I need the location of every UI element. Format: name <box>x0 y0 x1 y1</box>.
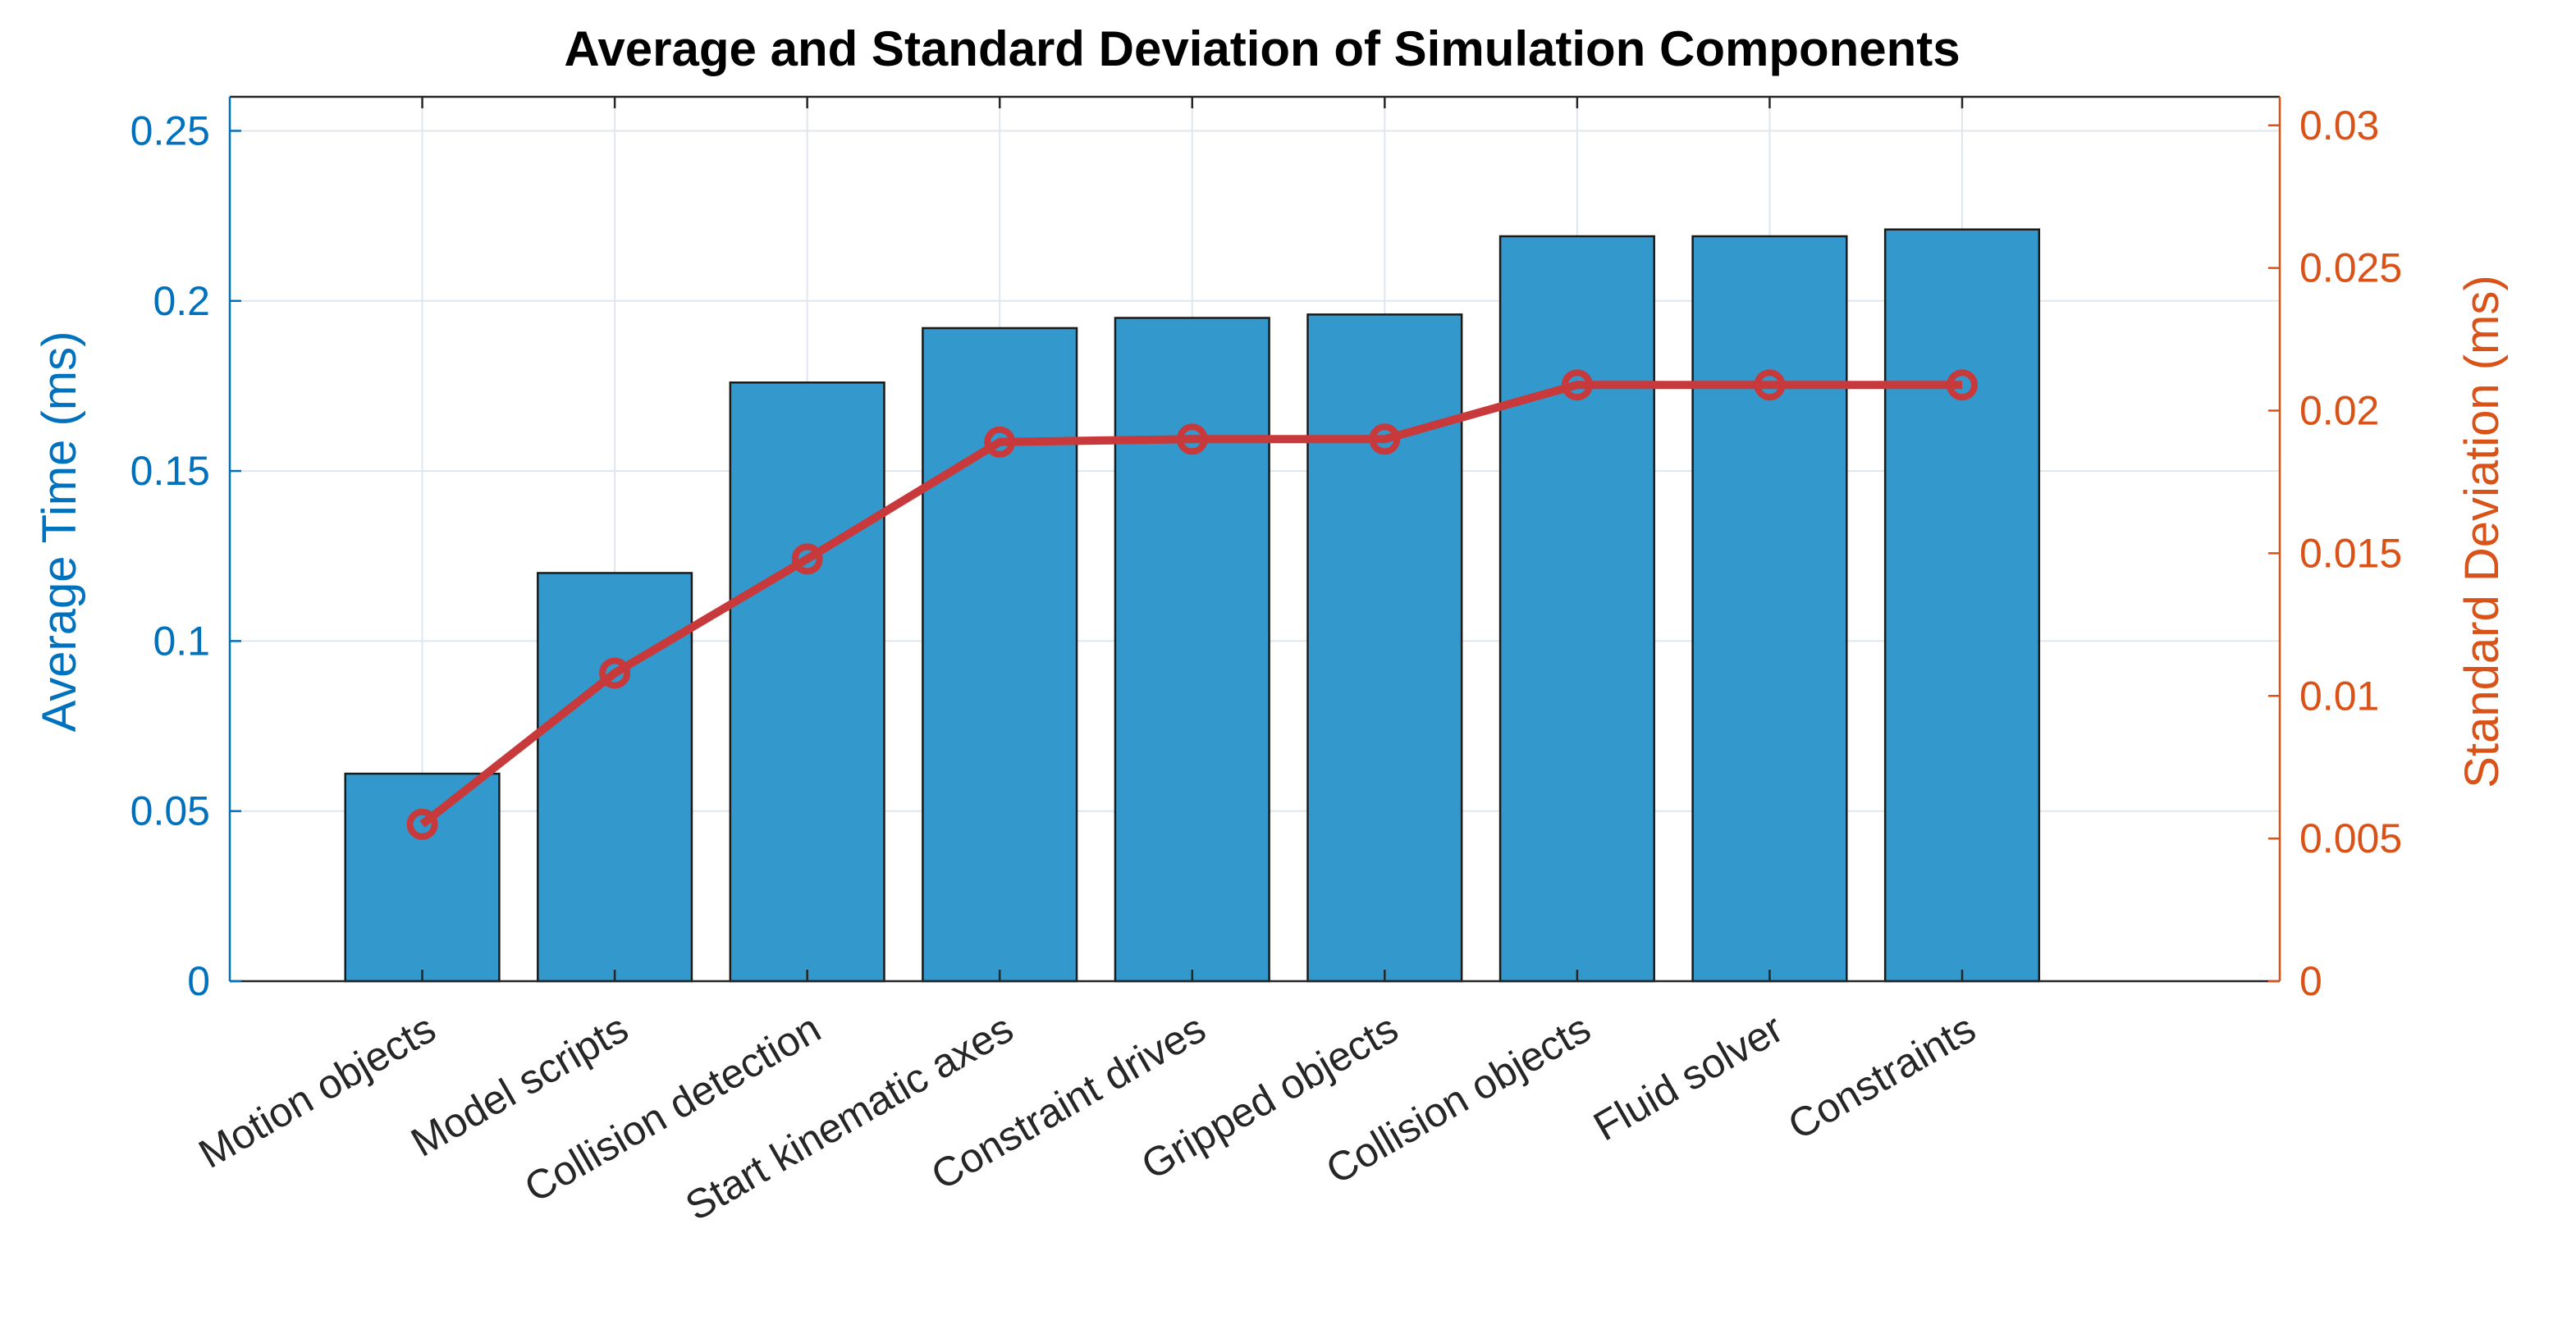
right-y-tick-label: 0.005 <box>2299 815 2402 861</box>
right-y-tick-labels: 0 0.005 0.01 0.015 0.02 0.025 0.03 <box>2299 103 2402 1004</box>
left-y-tick-label: 0.05 <box>130 788 210 834</box>
left-y-tick-label: 0.15 <box>130 448 210 494</box>
x-tick-label: Motion objects <box>191 1005 443 1177</box>
x-tick-label: Constraints <box>1780 1005 1983 1149</box>
chart-title: Average and Standard Deviation of Simula… <box>564 21 1960 76</box>
left-y-tick-label: 0.1 <box>153 618 210 664</box>
std-marker-collision-detection <box>791 543 823 575</box>
bars-layer <box>344 228 2041 983</box>
std-marker-model-scripts <box>599 657 631 689</box>
bar-constraints <box>1883 228 2041 983</box>
left-y-tick-label: 0.25 <box>130 107 210 153</box>
std-marker-collision-objects <box>1561 369 1593 401</box>
left-y-tick-label: 0 <box>187 958 210 1004</box>
x-tick-label: Start kinematic axes <box>678 1005 1021 1230</box>
left-y-tick-labels: 0 0.05 0.1 0.15 0.2 0.25 <box>130 107 210 1004</box>
left-y-axis-label: Average Time (ms) <box>33 331 86 733</box>
std-marker-constraints <box>1946 369 1978 401</box>
right-y-tick-label: 0.02 <box>2299 388 2379 434</box>
bar-fluid-solver <box>1691 235 1848 983</box>
std-marker-motion-objects <box>406 808 438 840</box>
right-y-tick-label: 0 <box>2299 958 2322 1004</box>
std-line-layer <box>406 369 1978 840</box>
bar-collision-objects <box>1498 235 1655 983</box>
right-y-axis-label: Standard Deviation (ms) <box>2455 275 2509 788</box>
std-marker-constraint-drives <box>1176 423 1208 455</box>
bar-constraint-drives <box>1114 317 1270 983</box>
bar-start-kinematic-axes <box>922 327 1078 983</box>
axes-layer <box>228 95 2281 983</box>
right-y-tick-label: 0.015 <box>2299 530 2402 576</box>
bar-gripped-objects <box>1306 313 1463 983</box>
right-y-tick-label: 0.01 <box>2299 673 2379 719</box>
std-marker-gripped-objects <box>1369 423 1401 455</box>
x-tick-label: Fluid solver <box>1586 1005 1791 1149</box>
std-deviation-line <box>419 381 1962 828</box>
bar-model-scripts <box>537 572 693 983</box>
right-y-tick-label: 0.025 <box>2299 245 2402 291</box>
right-y-tick-label: 0.03 <box>2299 103 2379 148</box>
left-y-tick-label: 0.2 <box>153 278 210 324</box>
std-marker-fluid-solver <box>1754 369 1786 401</box>
bar-motion-objects <box>344 772 501 983</box>
std-marker-start-kinematic-axes <box>984 426 1016 458</box>
bar-collision-detection <box>729 381 885 983</box>
